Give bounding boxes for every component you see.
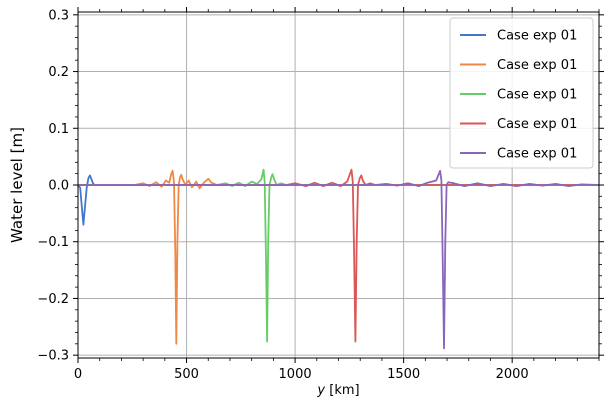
y-tick-label: −0.3 xyxy=(37,349,69,364)
x-tick-label: 1500 xyxy=(387,367,420,382)
legend-label-5: Case exp 01 xyxy=(497,147,577,162)
legend: Case exp 01 Case exp 01 Case exp 01 Case ex… xyxy=(449,17,594,169)
tick-labels: 0 500 1000 1500 2000 −0.3 −0.2 −0.1 0.0 0.1 0.2 0.3 xyxy=(37,8,528,382)
x-axis-label: y [km] xyxy=(316,383,359,398)
series-line-5 xyxy=(78,169,600,350)
x-axis-label-var: y xyxy=(316,383,325,398)
y-tick-label: 0.0 xyxy=(48,179,69,194)
y-tick-label: −0.1 xyxy=(37,235,69,250)
y-tick-label: −0.2 xyxy=(37,292,69,307)
x-tick-label: 0 xyxy=(74,367,82,382)
legend-box xyxy=(449,17,594,169)
x-tick-label: 500 xyxy=(174,367,199,382)
x-axis-label-unit: [km] xyxy=(325,383,359,398)
y-tick-label: 0.1 xyxy=(48,122,69,137)
series-line-1 xyxy=(77,174,599,226)
y-axis-label: Water level [m] xyxy=(8,127,26,243)
x-tick-label: 2000 xyxy=(496,367,529,382)
legend-label-2: Case exp 01 xyxy=(497,58,577,73)
x-tick-label: 1000 xyxy=(279,367,312,382)
y-tick-label: 0.3 xyxy=(48,8,69,23)
y-tick-label: 0.2 xyxy=(48,65,69,80)
series-lines xyxy=(77,168,600,350)
legend-label-1: Case exp 01 xyxy=(497,29,577,44)
legend-label-3: Case exp 01 xyxy=(497,88,577,103)
axis-ticks xyxy=(73,7,604,363)
legend-label-4: Case exp 01 xyxy=(497,117,577,132)
